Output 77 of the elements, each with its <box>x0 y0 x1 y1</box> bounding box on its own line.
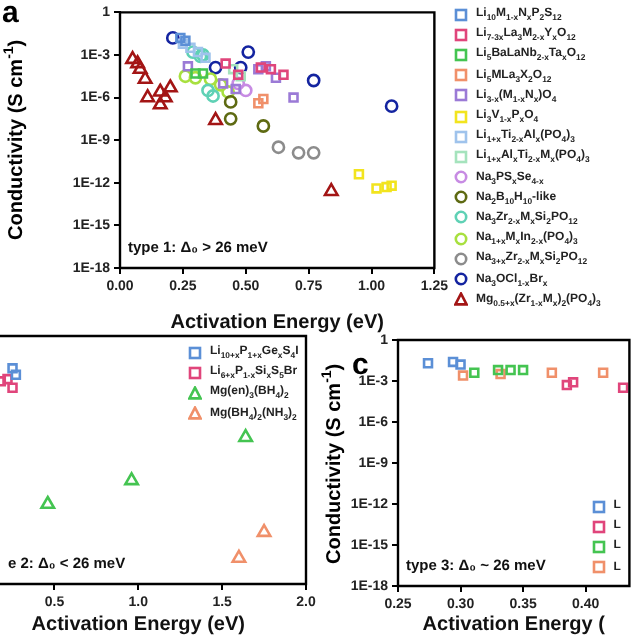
point <box>203 72 218 87</box>
point <box>230 83 241 95</box>
point <box>201 83 215 98</box>
point <box>238 428 254 443</box>
point <box>227 63 239 75</box>
point <box>455 359 466 370</box>
point <box>192 46 204 58</box>
point <box>278 69 289 81</box>
point <box>223 94 238 109</box>
point <box>260 61 272 72</box>
point <box>241 45 256 59</box>
point <box>231 76 246 91</box>
point <box>130 55 146 69</box>
point <box>517 364 529 376</box>
point <box>386 180 397 191</box>
point <box>265 63 277 75</box>
point <box>132 60 148 75</box>
point <box>457 370 469 381</box>
point <box>165 30 180 45</box>
point <box>124 471 140 486</box>
point <box>157 89 173 103</box>
point <box>223 111 238 126</box>
chart-title: a <box>2 0 19 30</box>
point <box>353 168 365 180</box>
point <box>152 96 168 110</box>
point <box>190 68 201 79</box>
point <box>186 45 200 59</box>
point <box>288 92 299 103</box>
point <box>208 60 223 75</box>
point <box>597 367 609 379</box>
point <box>233 60 248 75</box>
x-axis-title: Activation Energy (eV) <box>31 613 245 636</box>
point <box>371 183 382 194</box>
point <box>185 42 196 54</box>
point <box>152 83 168 97</box>
point <box>182 61 194 72</box>
point <box>7 363 18 374</box>
point <box>561 379 573 391</box>
point <box>270 72 282 84</box>
point <box>258 93 269 105</box>
point <box>197 68 209 79</box>
point <box>40 495 56 510</box>
point <box>231 549 247 564</box>
point <box>10 369 22 381</box>
point <box>617 382 629 394</box>
point <box>175 32 186 44</box>
point <box>323 182 339 197</box>
point <box>162 79 178 93</box>
x-axis-title: Activation Energy ( <box>422 613 607 636</box>
point <box>381 181 392 193</box>
point <box>567 377 579 388</box>
point <box>188 70 203 85</box>
point <box>238 83 253 98</box>
point <box>546 367 558 379</box>
point <box>2 373 13 385</box>
point <box>306 145 321 160</box>
point <box>447 356 459 368</box>
point <box>422 357 434 369</box>
point <box>469 367 480 379</box>
point <box>125 50 141 65</box>
point <box>206 89 220 103</box>
point <box>271 140 286 155</box>
point <box>221 85 236 99</box>
point <box>256 119 271 133</box>
point <box>7 382 18 394</box>
point <box>178 69 193 84</box>
point <box>220 58 231 69</box>
point <box>384 99 399 114</box>
point <box>291 145 306 160</box>
point <box>505 364 516 376</box>
point <box>253 97 264 109</box>
point <box>208 111 224 126</box>
point <box>140 89 156 103</box>
x-axis-title: Activation Energy (eV) <box>170 311 384 334</box>
point <box>256 523 272 538</box>
point <box>306 73 321 88</box>
point <box>137 70 153 85</box>
